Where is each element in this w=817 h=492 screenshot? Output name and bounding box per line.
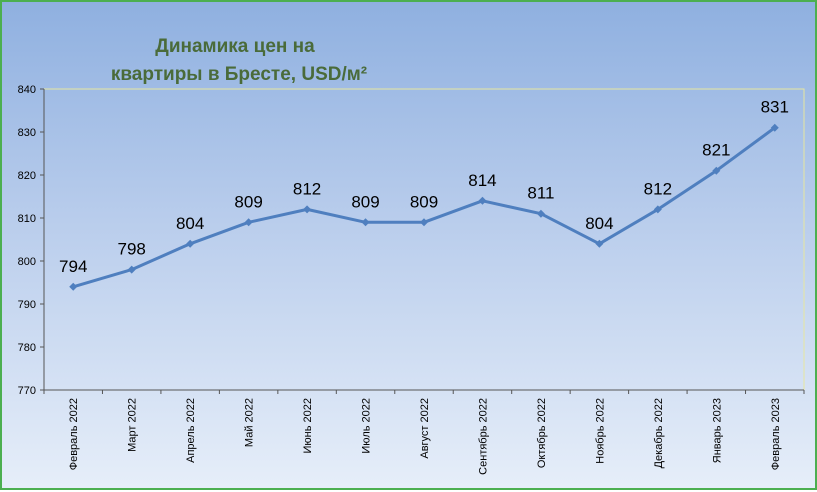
y-tick-label: 820 — [18, 170, 36, 182]
data-label: 809 — [410, 192, 438, 211]
y-tick-label: 830 — [18, 127, 36, 139]
y-tick-label: 770 — [18, 385, 36, 397]
data-label: 794 — [59, 257, 87, 276]
x-tick-label: Февраль 2022 — [68, 398, 80, 470]
data-label: 821 — [702, 141, 730, 160]
y-tick-label: 800 — [18, 256, 36, 268]
data-point — [770, 123, 779, 132]
x-tick-label: Май 2022 — [244, 398, 256, 447]
x-tick-label: Декабрь 2022 — [653, 398, 665, 468]
x-tick-label: Сентябрь 2022 — [477, 398, 489, 475]
x-tick-label: Август 2022 — [419, 398, 431, 459]
x-tick-label: Январь 2023 — [711, 398, 723, 463]
x-tick-label: Июль 2022 — [361, 398, 373, 454]
data-point — [712, 166, 721, 175]
data-label: 812 — [644, 179, 672, 198]
data-label: 814 — [468, 171, 496, 190]
data-label: 809 — [234, 192, 262, 211]
chart-title-line-2: квартиры в Бресте, USD/м² — [111, 64, 367, 85]
x-tick-label: Апрель 2022 — [185, 398, 197, 463]
plot-area — [43, 88, 805, 391]
data-point — [478, 196, 487, 205]
y-tick-label: 840 — [18, 84, 36, 96]
data-point — [536, 209, 545, 218]
data-label: 804 — [585, 214, 613, 233]
data-point — [186, 239, 195, 248]
data-point — [127, 265, 136, 274]
data-label: 811 — [527, 184, 554, 203]
x-tick-label: Ноябрь 2022 — [594, 398, 606, 464]
y-tick-label: 780 — [18, 342, 36, 354]
x-tick-label: Октябрь 2022 — [536, 398, 548, 468]
y-tick-label: 810 — [18, 213, 36, 225]
data-point — [303, 205, 312, 214]
data-label: 798 — [118, 240, 146, 259]
x-tick-label: Март 2022 — [127, 398, 139, 452]
data-label: 804 — [176, 214, 204, 233]
data-point — [595, 239, 604, 248]
x-tick-label: Февраль 2023 — [770, 398, 782, 470]
data-label: 812 — [293, 179, 321, 198]
y-tick-label: 790 — [18, 299, 36, 311]
data-point — [361, 218, 370, 227]
data-point — [653, 205, 662, 214]
data-point — [69, 282, 78, 291]
data-point — [420, 218, 428, 227]
data-label: 831 — [761, 98, 789, 117]
data-label: 809 — [351, 192, 379, 211]
x-tick-label: Июнь 2022 — [302, 398, 314, 454]
chart-title-line-1: Динамика цен на — [155, 36, 315, 57]
data-point — [244, 218, 253, 227]
